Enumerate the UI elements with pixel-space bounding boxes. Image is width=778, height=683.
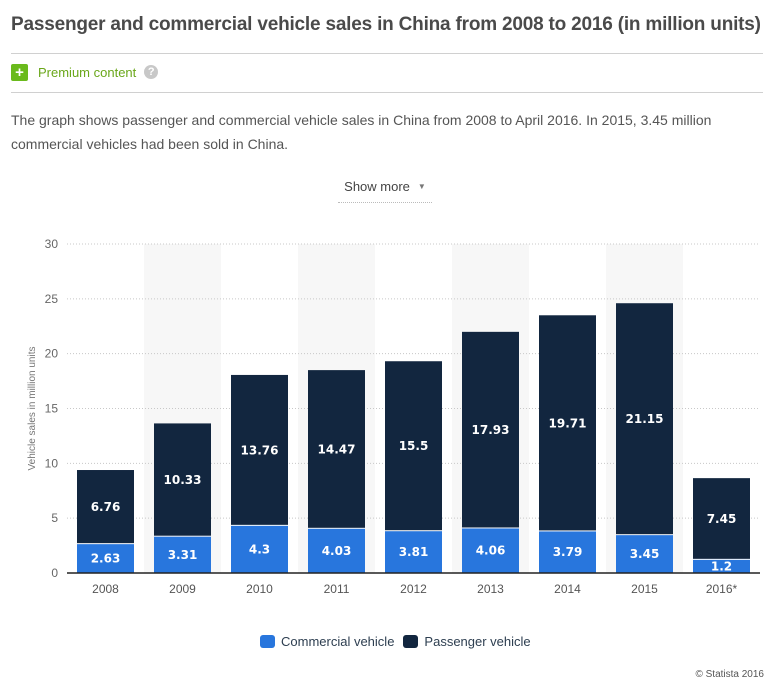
data-label: 2.63 [91, 552, 121, 566]
bar-commercial [385, 531, 442, 573]
premium-label: Premium content [38, 64, 137, 80]
bar-passenger [539, 315, 596, 531]
legend-item-commercial[interactable]: Commercial vehicle [260, 634, 394, 649]
bar-commercial [462, 528, 519, 573]
data-label: 14.47 [318, 442, 356, 456]
bar-passenger [385, 361, 442, 531]
legend-item-passenger[interactable]: Passenger vehicle [403, 634, 531, 649]
legend: Commercial vehicle Passenger vehicle [260, 634, 540, 649]
data-label: 17.93 [472, 423, 510, 437]
premium-content-link[interactable]: + Premium content ? [11, 63, 159, 81]
bar-commercial [154, 536, 211, 573]
divider [11, 53, 763, 54]
caret-down-icon: ▼ [417, 182, 426, 191]
bar-passenger [231, 374, 288, 525]
data-label: 19.71 [549, 416, 587, 430]
show-more-label: Show more [344, 179, 410, 194]
data-label: 3.45 [630, 547, 660, 561]
legend-label-commercial: Commercial vehicle [281, 634, 395, 649]
y-tick-label: 20 [45, 347, 59, 361]
x-tick-label: 2010 [246, 582, 273, 596]
plus-icon: + [11, 63, 28, 81]
y-tick-label: 30 [45, 237, 59, 251]
x-tick-label: 2013 [477, 582, 504, 596]
y-tick-label: 15 [45, 402, 59, 416]
x-tick-label: 2012 [400, 582, 427, 596]
data-label: 4.3 [249, 542, 270, 556]
legend-swatch-passenger [403, 635, 419, 648]
x-tick-label: 2016* [706, 582, 738, 596]
bar-commercial [77, 544, 134, 573]
bar-passenger [693, 478, 750, 559]
data-label: 10.33 [164, 473, 202, 487]
data-label: 6.76 [91, 500, 121, 514]
divider [11, 92, 763, 93]
data-label: 7.45 [707, 512, 737, 526]
bar-passenger [462, 331, 519, 528]
x-tick-label: 2011 [324, 582, 350, 596]
bar-passenger [77, 470, 134, 544]
x-tick-label: 2008 [92, 582, 119, 596]
data-label: 4.06 [476, 544, 506, 558]
copyright: © Statista 2016 [695, 669, 764, 680]
bar-commercial [308, 528, 365, 573]
bar-passenger [154, 423, 211, 536]
bar-passenger [308, 370, 365, 528]
bar-commercial [693, 559, 750, 573]
data-label: 3.79 [553, 545, 583, 559]
data-label: 13.76 [241, 443, 279, 457]
bar-commercial [616, 535, 673, 573]
data-label: 21.15 [626, 412, 664, 426]
legend-label-passenger: Passenger vehicle [424, 634, 531, 649]
legend-swatch-commercial [260, 635, 275, 648]
y-tick-label: 25 [45, 292, 59, 306]
data-label: 4.03 [322, 544, 352, 558]
x-tick-label: 2014 [554, 582, 581, 596]
page-title: Passenger and commercial vehicle sales i… [11, 14, 761, 35]
chart: 0 5 10 15 20 25 30 Vehicle sales in million uni… [27, 237, 760, 596]
bar-commercial [231, 525, 288, 573]
show-more-button[interactable]: Show more ▼ [338, 178, 432, 203]
x-tick-label: 2009 [169, 582, 196, 596]
bar-passenger [616, 303, 673, 535]
data-label: 3.81 [399, 545, 429, 559]
data-label: 15.5 [399, 439, 429, 453]
description: The graph shows passenger and commercial… [11, 112, 712, 152]
x-tick-label: 2015 [631, 582, 658, 596]
y-tick-label: 0 [51, 566, 58, 580]
bar-commercial [539, 531, 596, 573]
y-axis-label: Vehicle sales in million units [27, 347, 38, 471]
y-tick-label: 5 [51, 511, 58, 525]
data-label: 3.31 [168, 548, 198, 562]
data-label: 1.2 [711, 559, 732, 573]
y-tick-label: 10 [45, 456, 59, 470]
question-icon[interactable]: ? [144, 65, 159, 79]
